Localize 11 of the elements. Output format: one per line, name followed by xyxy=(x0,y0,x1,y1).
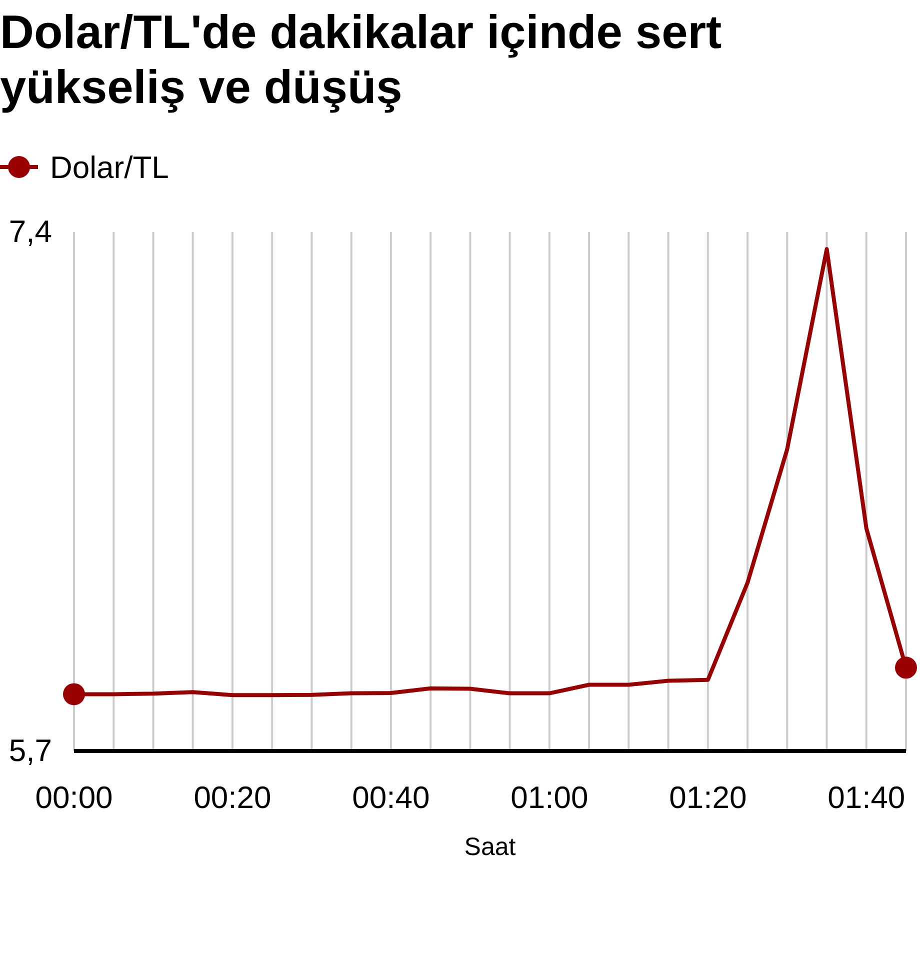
x-axis-title: Saat xyxy=(464,833,516,861)
y-tick-label: 5,7 xyxy=(8,732,52,768)
x-tick-label: 01:20 xyxy=(669,780,747,816)
y-tick-label: 7,4 xyxy=(8,214,52,249)
x-tick-label: 01:40 xyxy=(828,780,906,816)
x-tick-label: 00:00 xyxy=(35,780,113,816)
legend-label: Dolar/TL xyxy=(50,150,169,185)
x-tick-label: 00:40 xyxy=(352,780,430,816)
x-tick-label: 01:00 xyxy=(510,780,588,816)
x-tick-label: 00:20 xyxy=(194,780,272,816)
chart-title: Dolar/TL'de dakikalar içinde sert yükseliş ve düşüş xyxy=(0,5,722,113)
